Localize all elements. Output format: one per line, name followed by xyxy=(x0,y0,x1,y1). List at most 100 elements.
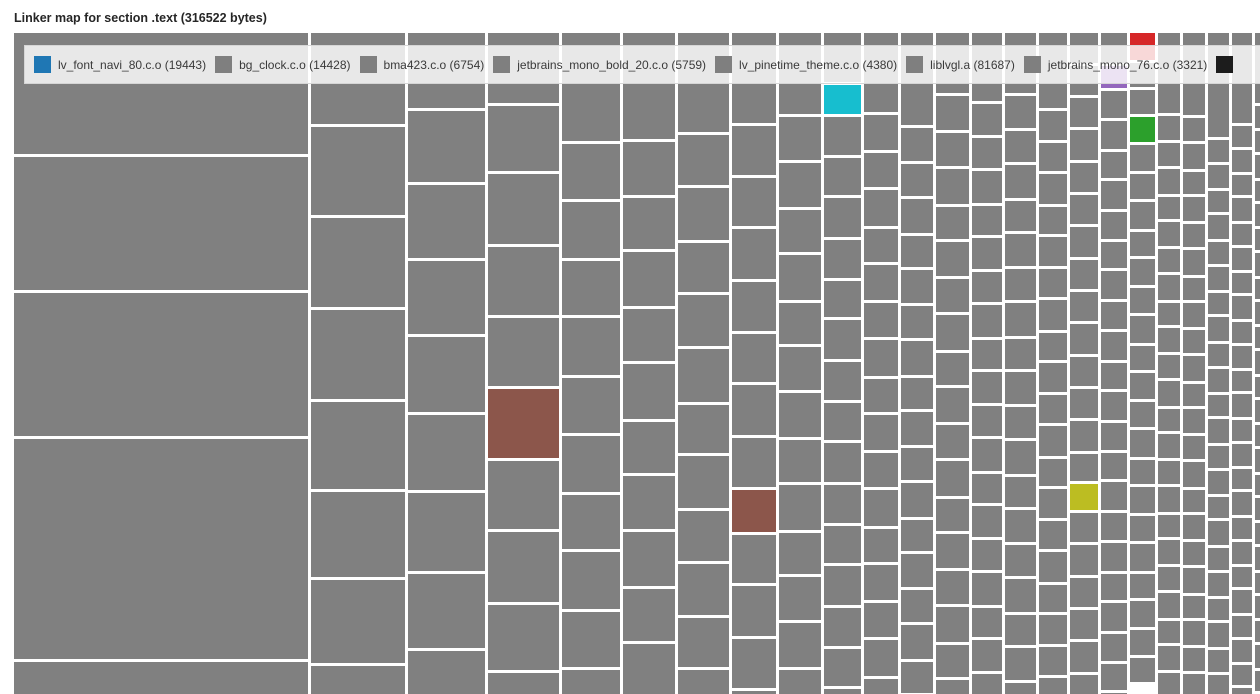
treemap-cell[interactable] xyxy=(901,306,933,338)
treemap-cell[interactable] xyxy=(1130,430,1155,457)
treemap-cell[interactable] xyxy=(1130,202,1155,229)
treemap-cell[interactable] xyxy=(1070,675,1098,694)
treemap-cell[interactable] xyxy=(678,618,729,667)
treemap-cell[interactable] xyxy=(864,529,898,562)
treemap-cell[interactable] xyxy=(1070,421,1098,451)
treemap-cell[interactable] xyxy=(901,590,933,622)
treemap-cell[interactable] xyxy=(1070,610,1098,639)
treemap-cell[interactable] xyxy=(1039,552,1067,582)
treemap-cell[interactable] xyxy=(1039,174,1067,204)
treemap-cell[interactable] xyxy=(678,456,729,508)
treemap-cell[interactable] xyxy=(1232,640,1252,662)
treemap-cell[interactable] xyxy=(936,133,969,166)
treemap-cell[interactable] xyxy=(936,242,969,276)
treemap-cell[interactable] xyxy=(901,199,933,233)
treemap-cell[interactable] xyxy=(562,495,620,549)
treemap-cell[interactable] xyxy=(936,96,969,130)
treemap-cell[interactable] xyxy=(1130,288,1155,313)
treemap-cell[interactable] xyxy=(1232,542,1252,564)
treemap-cell[interactable] xyxy=(14,293,308,436)
treemap-cell[interactable] xyxy=(1070,324,1098,354)
treemap-cell[interactable] xyxy=(488,247,559,315)
treemap-cell[interactable] xyxy=(972,238,1002,269)
treemap-cell[interactable] xyxy=(1070,163,1098,192)
treemap-cell[interactable] xyxy=(1039,269,1067,297)
treemap-cell[interactable] xyxy=(1101,574,1127,600)
treemap-cell[interactable] xyxy=(488,605,559,670)
treemap-cell[interactable] xyxy=(1005,477,1036,507)
treemap-cell[interactable] xyxy=(1130,487,1155,513)
treemap-cell[interactable] xyxy=(1039,615,1067,644)
treemap-cell[interactable] xyxy=(1208,446,1229,468)
treemap-cell[interactable] xyxy=(1101,513,1127,540)
treemap-cell[interactable] xyxy=(1255,400,1260,422)
treemap-cell[interactable] xyxy=(1158,143,1180,166)
treemap-cell[interactable] xyxy=(1130,316,1155,343)
treemap-cell[interactable] xyxy=(1232,322,1252,343)
treemap-cell[interactable] xyxy=(1070,292,1098,321)
treemap-cell[interactable] xyxy=(779,347,821,390)
treemap-cell[interactable] xyxy=(678,511,729,561)
treemap-cell[interactable] xyxy=(311,218,405,307)
treemap-cell[interactable] xyxy=(1005,96,1036,128)
treemap-cell[interactable] xyxy=(1158,197,1180,219)
treemap-cell[interactable] xyxy=(408,574,485,648)
treemap-cell[interactable] xyxy=(1232,567,1252,587)
treemap-cell[interactable] xyxy=(936,499,969,531)
treemap-cell-cyan[interactable] xyxy=(824,85,861,114)
treemap-cell[interactable] xyxy=(1158,434,1180,458)
treemap-cell[interactable] xyxy=(732,535,776,583)
treemap-cell[interactable] xyxy=(14,662,308,694)
treemap-cell[interactable] xyxy=(1158,409,1180,431)
treemap-cell[interactable] xyxy=(408,493,485,571)
treemap-cell[interactable] xyxy=(1130,232,1155,256)
treemap-cell[interactable] xyxy=(779,623,821,667)
treemap-cell[interactable] xyxy=(1208,293,1229,314)
treemap-cell[interactable] xyxy=(901,128,933,161)
treemap-cell[interactable] xyxy=(1158,621,1180,643)
treemap-cell[interactable] xyxy=(936,279,969,312)
treemap-cell[interactable] xyxy=(901,520,933,551)
treemap-cell[interactable] xyxy=(1101,543,1127,571)
treemap-cell[interactable] xyxy=(1208,140,1229,162)
treemap-cell[interactable] xyxy=(1039,647,1067,675)
treemap-cell[interactable] xyxy=(864,190,898,226)
treemap-cell[interactable] xyxy=(1039,585,1067,612)
treemap-cell[interactable] xyxy=(1208,675,1229,694)
treemap-cell[interactable] xyxy=(1005,615,1036,645)
treemap-cell[interactable] xyxy=(824,526,861,563)
treemap-cell[interactable] xyxy=(1255,449,1260,472)
treemap-cell[interactable] xyxy=(1101,664,1127,690)
treemap-cell[interactable] xyxy=(1005,683,1036,694)
treemap-cell[interactable] xyxy=(901,164,933,196)
treemap-cell[interactable] xyxy=(1101,423,1127,450)
treemap-cell[interactable] xyxy=(1208,267,1229,290)
treemap-cell-brown[interactable] xyxy=(732,490,776,532)
treemap-cell[interactable] xyxy=(1039,237,1067,266)
treemap-cell[interactable] xyxy=(901,412,933,445)
treemap-cell[interactable] xyxy=(1255,498,1260,520)
treemap-cell[interactable] xyxy=(779,117,821,160)
treemap-cell[interactable] xyxy=(1183,462,1205,487)
treemap-cell[interactable] xyxy=(1208,165,1229,188)
treemap-cell[interactable] xyxy=(779,440,821,482)
treemap-cell[interactable] xyxy=(779,303,821,344)
treemap-cell[interactable] xyxy=(1232,175,1252,195)
treemap-cell[interactable] xyxy=(732,126,776,175)
treemap-cell[interactable] xyxy=(1232,518,1252,539)
treemap-cell[interactable] xyxy=(864,303,898,337)
treemap-cell[interactable] xyxy=(562,552,620,609)
treemap-cell[interactable] xyxy=(779,533,821,574)
treemap-cell[interactable] xyxy=(1130,544,1155,571)
treemap-cell[interactable] xyxy=(1158,222,1180,246)
treemap-cell[interactable] xyxy=(1005,407,1036,438)
treemap-cell[interactable] xyxy=(972,372,1002,403)
treemap-cell[interactable] xyxy=(824,485,861,523)
treemap-cell[interactable] xyxy=(562,378,620,433)
treemap-cell[interactable] xyxy=(732,586,776,636)
treemap-cell[interactable] xyxy=(1158,328,1180,352)
treemap-cell[interactable] xyxy=(1255,573,1260,593)
treemap-cell[interactable] xyxy=(864,153,898,187)
treemap-cell[interactable] xyxy=(1208,599,1229,620)
treemap-cell[interactable] xyxy=(732,229,776,279)
